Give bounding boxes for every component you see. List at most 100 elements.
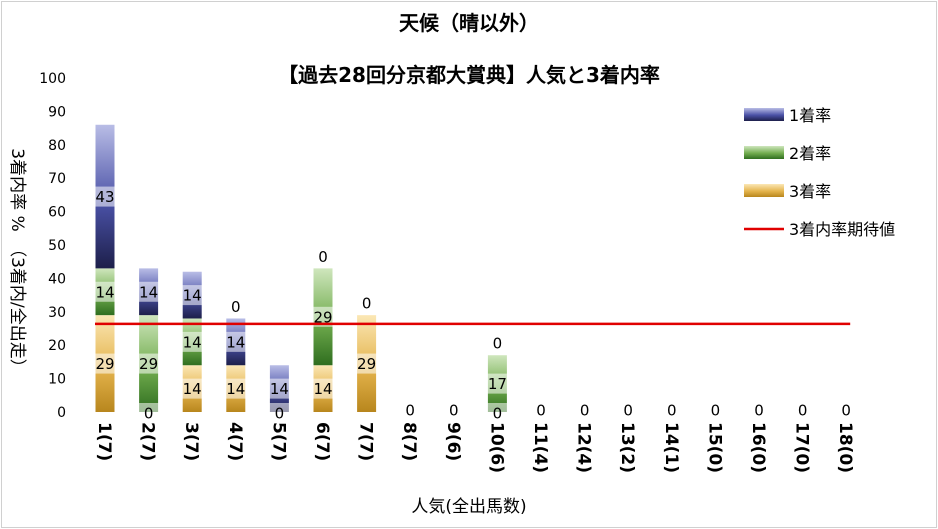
x-category-label: 8(7) <box>399 422 419 461</box>
data-label-bg <box>439 400 468 420</box>
x-category-label: 2(7) <box>138 422 158 461</box>
data-label: 0 <box>536 402 546 420</box>
x-category-label: 1(7) <box>94 422 114 461</box>
data-label-bg <box>352 353 381 374</box>
chart-title: 天候（晴以外） <box>399 11 539 35</box>
data-label-bg <box>483 403 512 423</box>
data-label-bg <box>265 378 294 399</box>
data-label-bg <box>745 400 773 420</box>
y-axis-title: 3着内率 % （3着内/全出走） <box>7 148 27 375</box>
x-category-label: 9(6) <box>443 422 463 461</box>
legend-label: 3着内率期待値 <box>789 220 895 239</box>
data-label-bg <box>265 403 294 423</box>
data-label: 14 <box>95 283 114 301</box>
data-label: 29 <box>95 355 114 373</box>
data-label-bg <box>91 186 119 207</box>
y-tick-label: 100 <box>39 71 66 87</box>
y-axis-ticks: 0 10 20 30 40 50 60 70 80 90 100 <box>39 71 66 421</box>
x-category-label: 15(0) <box>704 422 724 473</box>
data-label: 0 <box>449 402 459 420</box>
data-label: 0 <box>493 335 503 353</box>
data-label: 29 <box>357 355 376 373</box>
legend-label: 2着率 <box>789 144 831 163</box>
data-label: 14 <box>183 287 202 305</box>
x-category-label: 3(7) <box>181 422 201 461</box>
legend: 1着率 2着率 3着率 3着内率期待値 <box>744 106 895 239</box>
x-category-label: 10(6) <box>486 422 506 473</box>
x-category-label: 11(4) <box>530 422 550 473</box>
data-label: 0 <box>144 405 154 423</box>
data-label: 29 <box>139 355 158 373</box>
data-label: 17 <box>488 375 507 393</box>
data-label: 0 <box>841 402 851 420</box>
data-label: 0 <box>275 405 285 423</box>
x-category-label: 4(7) <box>225 422 245 461</box>
data-label: 14 <box>270 380 289 398</box>
x-category-label: 13(2) <box>617 422 637 473</box>
data-label: 0 <box>580 402 590 420</box>
legend-label: 1着率 <box>789 106 831 125</box>
data-label: 14 <box>226 380 245 398</box>
y-tick-label: 20 <box>48 338 66 354</box>
data-label: 0 <box>754 402 764 420</box>
x-axis-title: 人気(全出馬数) <box>411 497 526 517</box>
legend-swatch <box>744 184 784 197</box>
y-tick-label: 80 <box>48 138 66 154</box>
data-label-bg <box>570 400 599 420</box>
data-label-bg <box>134 281 163 302</box>
data-label: 0 <box>798 402 808 420</box>
x-category-label: 17(0) <box>792 422 812 473</box>
data-label-bg <box>832 400 861 420</box>
data-label: 0 <box>667 402 677 420</box>
data-label: 0 <box>623 402 633 420</box>
data-label: 14 <box>183 380 202 398</box>
data-label-bg <box>178 285 207 306</box>
x-axis-categories: 1(7) 2(7) 3(7) 4(7) 5(7) 6(7) 7(7) 8(7) 9(6) 10(6… <box>94 422 855 473</box>
data-label-bg <box>134 353 163 374</box>
y-tick-label: 0 <box>57 405 66 421</box>
data-label-bg <box>221 331 250 352</box>
data-label: 0 <box>405 402 415 420</box>
y-tick-label: 90 <box>48 104 66 120</box>
data-label-bg <box>221 296 250 317</box>
data-label-bg <box>352 293 381 314</box>
y-tick-label: 70 <box>48 171 66 187</box>
x-category-label: 12(4) <box>574 422 594 473</box>
data-label: 0 <box>362 295 372 313</box>
data-label-bg <box>614 400 643 420</box>
data-label: 0 <box>318 248 328 266</box>
y-tick-label: 30 <box>48 305 66 321</box>
data-label-bg <box>483 373 512 394</box>
data-label: 14 <box>226 333 245 351</box>
data-label-bg <box>91 281 119 302</box>
data-labels: 29 14 43 0 29 14 14 14 14 14 0 14 0 14 14 29 0 29 0 0 0 0 17 0 0… <box>91 186 861 423</box>
y-tick-label: 60 <box>48 205 66 221</box>
y-tick-label: 10 <box>48 372 66 388</box>
data-label-bg <box>309 246 337 267</box>
data-label-bg <box>701 400 730 420</box>
legend-label: 3着率 <box>789 182 831 201</box>
data-label-bg <box>91 353 119 374</box>
x-category-label: 18(0) <box>835 422 855 473</box>
x-category-label: 6(7) <box>312 422 332 461</box>
data-label: 14 <box>313 380 332 398</box>
legend-swatch <box>744 146 784 159</box>
data-label-bg <box>483 333 512 354</box>
x-category-label: 7(7) <box>356 422 376 461</box>
data-label-bg <box>527 400 555 420</box>
legend-swatch <box>744 108 784 121</box>
x-category-label: 5(7) <box>268 422 288 461</box>
data-label-bg <box>221 378 250 399</box>
y-tick-label: 40 <box>48 271 66 287</box>
data-label: 14 <box>139 283 158 301</box>
x-category-label: 14(1) <box>661 422 681 473</box>
x-category-label: 16(0) <box>748 422 768 473</box>
data-label-bg <box>309 306 337 327</box>
y-tick-label: 50 <box>48 238 66 254</box>
data-label: 0 <box>231 298 241 316</box>
data-label-bg <box>134 403 163 423</box>
data-label: 0 <box>493 405 503 423</box>
data-label-bg <box>178 331 207 352</box>
